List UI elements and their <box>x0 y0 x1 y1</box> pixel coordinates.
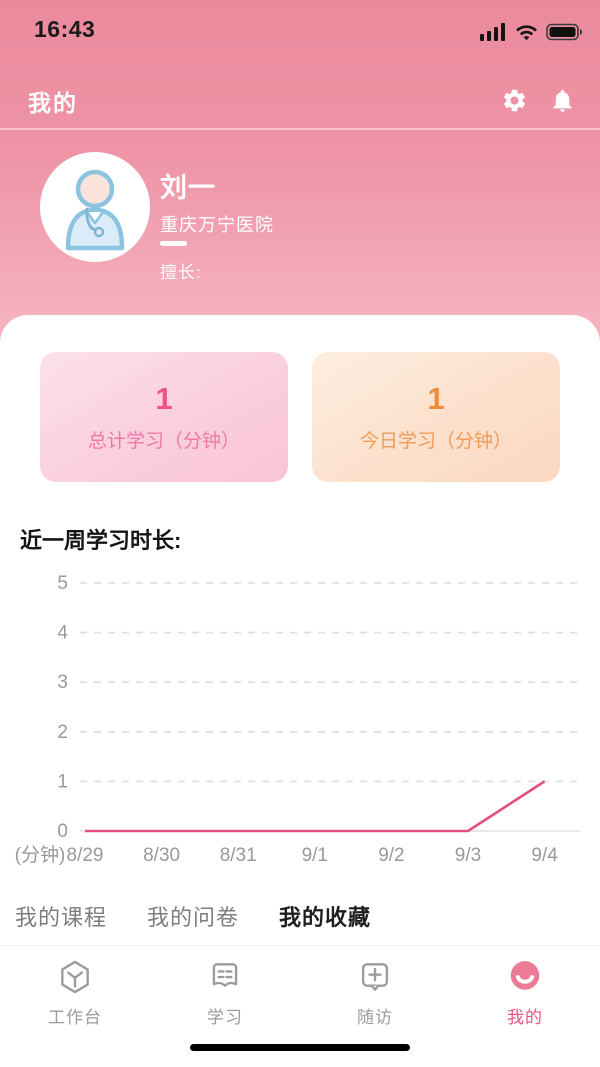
my-favorites-link[interactable]: 我的收藏 <box>279 905 372 930</box>
svg-text:8/31: 8/31 <box>220 845 257 866</box>
svg-text:0: 0 <box>57 821 68 842</box>
tab-mine[interactable]: 我的 <box>450 946 600 1067</box>
profile-name: 刘一 <box>160 173 216 203</box>
svg-text:9/3: 9/3 <box>455 845 481 866</box>
svg-text:9/1: 9/1 <box>302 845 328 866</box>
svg-text:8/30: 8/30 <box>143 845 180 866</box>
svg-text:4: 4 <box>57 623 68 644</box>
total-study-label: 总计学习（分钟） <box>87 431 240 452</box>
header-divider <box>0 128 600 130</box>
total-study-value: 1 <box>155 381 173 416</box>
tab-mine-label-icon: 随访 <box>357 1008 393 1027</box>
today-study-value: 1 <box>427 381 445 416</box>
profile-hospital: 重庆万宁医院 <box>160 215 274 235</box>
profile-icon <box>510 961 540 990</box>
svg-text:1: 1 <box>57 771 68 792</box>
svg-text:8/29: 8/29 <box>67 845 104 866</box>
tab-followup[interactable]: 随访 <box>300 946 450 1067</box>
page-title: 我的 <box>28 90 78 116</box>
wifi-icon <box>516 24 537 40</box>
tab-workbench-label: 工作台 <box>48 1008 102 1027</box>
svg-text:9/2: 9/2 <box>378 845 404 866</box>
tab-study[interactable]: 学习 <box>150 946 300 1067</box>
battery-icon <box>546 23 583 41</box>
follow-up-icon <box>361 963 389 991</box>
svg-text:9/4: 9/4 <box>531 845 558 866</box>
today-study-card[interactable]: 1 今日学习（分钟） <box>312 352 560 482</box>
study-icon <box>212 963 238 987</box>
svg-text:3: 3 <box>57 672 68 693</box>
chart-title: 近一周学习时长: <box>20 528 182 553</box>
home-indicator[interactable] <box>190 1044 410 1051</box>
svg-text:(分钟): (分钟) <box>15 844 66 866</box>
status-time: 16:43 <box>34 16 96 42</box>
svg-text:5: 5 <box>57 573 68 594</box>
today-study-label: 今日学习（分钟） <box>359 431 512 452</box>
notification-bell-icon[interactable] <box>549 87 576 114</box>
tab-study-label: 学习 <box>207 1008 243 1027</box>
profile-underline <box>160 241 187 246</box>
svg-text:2: 2 <box>57 722 68 743</box>
profile-specialty-label: 擅长: <box>160 263 202 282</box>
signal-icon <box>480 23 505 41</box>
tab-workbench[interactable]: 工作台 <box>0 946 150 1067</box>
total-study-card[interactable]: 1 总计学习（分钟） <box>40 352 288 482</box>
my-questionnaires-link[interactable]: 我的问卷 <box>147 905 240 930</box>
settings-gear-icon[interactable] <box>501 87 528 114</box>
my-courses-link[interactable]: 我的课程 <box>15 905 108 930</box>
weekly-chart: 0 1 2 3 4 5 8/29 8/30 8/31 9/1 9/2 9/3 9/4 (分钟) <box>15 573 580 866</box>
my-links-row: 我的课程 我的问卷 我的收藏 <box>15 900 585 932</box>
status-icons <box>479 22 584 42</box>
tab-mine-label: 我的 <box>507 1008 543 1027</box>
avatar[interactable] <box>40 152 150 262</box>
workbench-icon <box>61 960 89 994</box>
